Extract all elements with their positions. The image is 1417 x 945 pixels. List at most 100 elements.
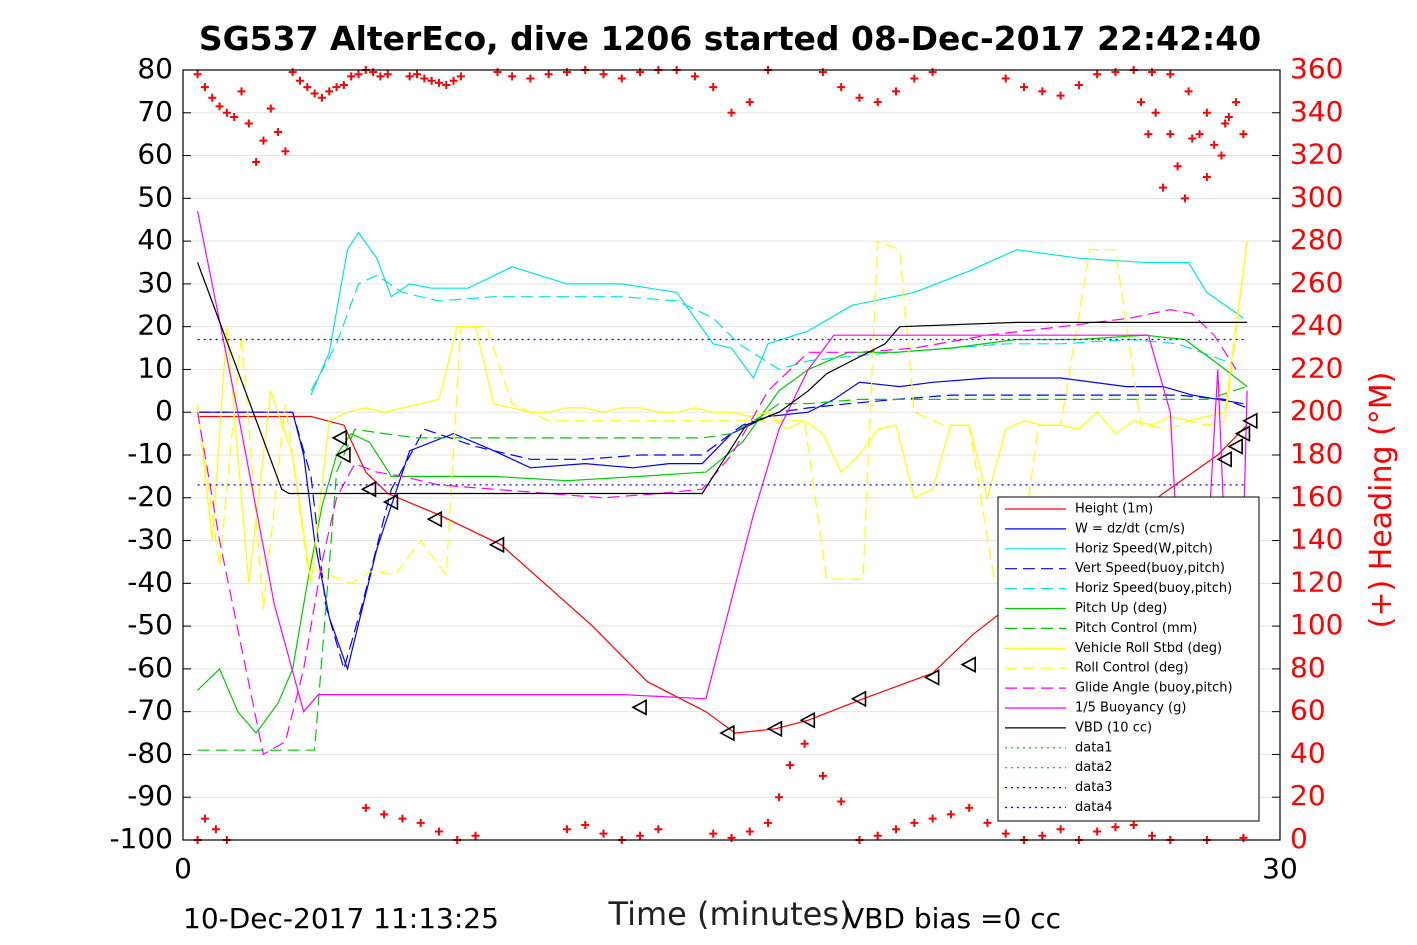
heading-point bbox=[1158, 183, 1167, 192]
heading-point bbox=[837, 83, 846, 92]
heading-point bbox=[800, 739, 809, 748]
heading-point bbox=[427, 76, 436, 85]
heading-point bbox=[1111, 68, 1120, 77]
heading-point bbox=[1093, 70, 1102, 79]
heading-point bbox=[1038, 87, 1047, 96]
heading-point bbox=[873, 831, 882, 840]
heading-point bbox=[928, 814, 937, 823]
left-tick-label: 10 bbox=[137, 351, 173, 384]
heading-point bbox=[442, 80, 451, 89]
series-line-8 bbox=[197, 240, 1248, 610]
legend-label: Horiz Speed(W,pitch) bbox=[1075, 541, 1213, 556]
heading-point bbox=[1148, 68, 1157, 77]
heading-point bbox=[449, 76, 458, 85]
heading-point bbox=[200, 83, 209, 92]
heading-point bbox=[745, 827, 754, 836]
heading-point bbox=[281, 147, 290, 156]
right-tick-label: 40 bbox=[1290, 736, 1326, 769]
left-tick-label: 0 bbox=[155, 394, 173, 427]
heading-point bbox=[786, 761, 795, 770]
heading-point bbox=[1001, 829, 1010, 838]
heading-point bbox=[1001, 74, 1010, 83]
left-tick-label: -20 bbox=[127, 480, 173, 513]
legend-label: data4 bbox=[1075, 800, 1113, 815]
heading-point bbox=[1221, 119, 1230, 128]
right-tick-label: 100 bbox=[1290, 608, 1343, 641]
heading-point bbox=[420, 74, 429, 83]
right-tick-label: 80 bbox=[1290, 651, 1326, 684]
heading-point bbox=[1239, 833, 1248, 842]
heading-point bbox=[1111, 823, 1120, 832]
heading-point bbox=[200, 814, 209, 823]
legend-label: Pitch Control (mm) bbox=[1075, 621, 1197, 636]
heading-point bbox=[208, 93, 217, 102]
heading-point bbox=[727, 833, 736, 842]
heading-point bbox=[636, 831, 645, 840]
heading-point bbox=[1166, 130, 1175, 139]
right-axis-label: (+) Heading (°M) bbox=[1364, 372, 1399, 629]
heading-point bbox=[434, 827, 443, 836]
heading-point bbox=[1148, 831, 1157, 840]
triangle-marker bbox=[960, 656, 976, 673]
heading-point bbox=[434, 78, 443, 87]
triangle-marker bbox=[426, 510, 443, 528]
heading-point bbox=[215, 102, 224, 111]
heading-point bbox=[376, 72, 385, 81]
heading-point bbox=[361, 803, 370, 812]
legend-label: Vehicle Roll Stbd (deg) bbox=[1075, 641, 1222, 656]
heading-point bbox=[617, 74, 626, 83]
series-line-10 bbox=[197, 211, 1248, 819]
heading-point bbox=[709, 829, 718, 838]
heading-point bbox=[946, 810, 955, 819]
series-line-9 bbox=[197, 308, 1237, 756]
legend-label: Roll Control (deg) bbox=[1075, 661, 1189, 676]
legend-label: Horiz Speed(buoy,pitch) bbox=[1075, 581, 1232, 596]
footer-vbd-bias: VBD bias =0 cc bbox=[845, 902, 1061, 935]
heading-point bbox=[252, 157, 261, 166]
legend-label: VBD (10 cc) bbox=[1075, 720, 1152, 735]
triangle-marker bbox=[488, 536, 505, 554]
left-tick-label: -80 bbox=[127, 736, 173, 769]
heading-point bbox=[456, 72, 465, 81]
heading-point bbox=[1195, 130, 1204, 139]
heading-point bbox=[325, 87, 334, 96]
triangle-marker bbox=[1227, 438, 1243, 455]
heading-point bbox=[855, 93, 864, 102]
heading-point bbox=[1217, 151, 1226, 160]
heading-point bbox=[471, 831, 480, 840]
heading-point bbox=[544, 70, 553, 79]
heading-point bbox=[508, 72, 517, 81]
legend-label: data3 bbox=[1075, 780, 1113, 795]
heading-point bbox=[1210, 140, 1219, 149]
triangle-marker bbox=[331, 429, 348, 447]
heading-point bbox=[1056, 91, 1065, 100]
left-tick-label: 50 bbox=[137, 180, 173, 213]
left-tick-label: -60 bbox=[127, 651, 173, 684]
heading-point bbox=[259, 136, 268, 145]
legend-label: data2 bbox=[1075, 760, 1113, 775]
left-tick-label: -40 bbox=[127, 565, 173, 598]
heading-point bbox=[244, 119, 253, 128]
triangle-marker bbox=[335, 446, 351, 464]
heading-point bbox=[1144, 130, 1153, 139]
heading-point bbox=[211, 825, 220, 834]
legend-label: Pitch Up (deg) bbox=[1075, 601, 1167, 616]
triangle-marker bbox=[1234, 425, 1251, 442]
heading-point bbox=[1202, 172, 1211, 181]
left-tick-label: 30 bbox=[137, 266, 173, 299]
heading-point bbox=[354, 70, 363, 79]
right-tick-label: 320 bbox=[1290, 138, 1343, 171]
right-tick-label: 160 bbox=[1290, 480, 1343, 513]
left-tick-label: 20 bbox=[137, 309, 173, 342]
heading-point bbox=[1232, 98, 1241, 107]
right-tick-label: 120 bbox=[1290, 565, 1343, 598]
legend-label: Vert Speed(buoy,pitch) bbox=[1075, 561, 1225, 576]
heading-point bbox=[493, 68, 502, 77]
right-tick-label: 340 bbox=[1290, 95, 1343, 128]
heading-point bbox=[416, 818, 425, 827]
heading-point bbox=[383, 70, 392, 79]
chart-title: SG537 AlterEco, dive 1206 started 08-Dec… bbox=[199, 19, 1261, 58]
footer-date: 10-Dec-2017 11:13:25 bbox=[183, 902, 499, 935]
heading-point bbox=[398, 814, 407, 823]
triangle-marker bbox=[1216, 450, 1232, 468]
